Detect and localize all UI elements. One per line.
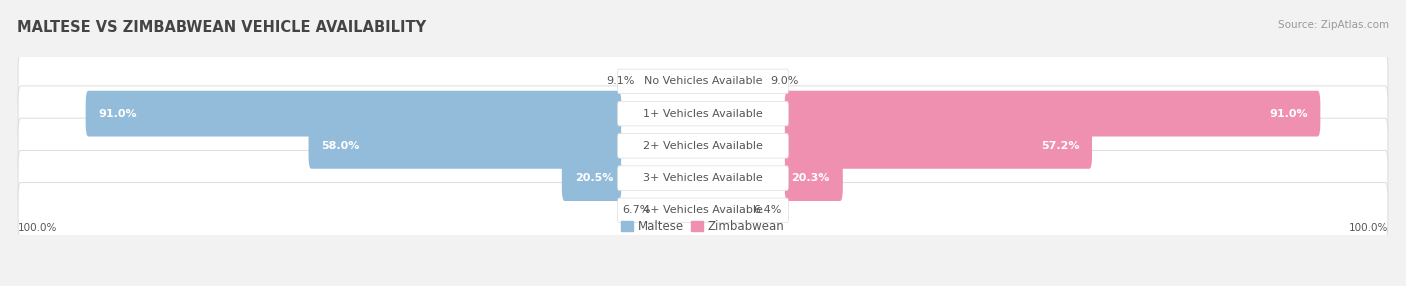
Text: 20.5%: 20.5% bbox=[575, 173, 613, 183]
Text: 91.0%: 91.0% bbox=[98, 109, 138, 119]
FancyBboxPatch shape bbox=[18, 183, 1388, 238]
Text: 2+ Vehicles Available: 2+ Vehicles Available bbox=[643, 141, 763, 151]
Text: 100.0%: 100.0% bbox=[17, 223, 56, 233]
FancyBboxPatch shape bbox=[617, 69, 789, 94]
Text: 20.3%: 20.3% bbox=[792, 173, 830, 183]
Text: 6.4%: 6.4% bbox=[754, 205, 782, 215]
FancyBboxPatch shape bbox=[308, 123, 621, 169]
FancyBboxPatch shape bbox=[18, 118, 1388, 174]
Text: 6.7%: 6.7% bbox=[623, 205, 651, 215]
FancyBboxPatch shape bbox=[617, 134, 789, 158]
FancyBboxPatch shape bbox=[86, 91, 621, 136]
FancyBboxPatch shape bbox=[617, 198, 789, 223]
Text: 57.2%: 57.2% bbox=[1040, 141, 1080, 151]
Text: 1+ Vehicles Available: 1+ Vehicles Available bbox=[643, 109, 763, 119]
FancyBboxPatch shape bbox=[18, 54, 1388, 109]
FancyBboxPatch shape bbox=[617, 101, 789, 126]
Text: 100.0%: 100.0% bbox=[1350, 223, 1389, 233]
Text: 9.0%: 9.0% bbox=[770, 76, 799, 86]
Text: 4+ Vehicles Available: 4+ Vehicles Available bbox=[643, 205, 763, 215]
FancyBboxPatch shape bbox=[18, 86, 1388, 141]
Text: MALTESE VS ZIMBABWEAN VEHICLE AVAILABILITY: MALTESE VS ZIMBABWEAN VEHICLE AVAILABILI… bbox=[17, 20, 426, 35]
Legend: Maltese, Zimbabwean: Maltese, Zimbabwean bbox=[617, 215, 789, 237]
FancyBboxPatch shape bbox=[785, 91, 1320, 136]
FancyBboxPatch shape bbox=[18, 150, 1388, 206]
Text: 3+ Vehicles Available: 3+ Vehicles Available bbox=[643, 173, 763, 183]
FancyBboxPatch shape bbox=[562, 155, 621, 201]
Text: 9.1%: 9.1% bbox=[606, 76, 634, 86]
Text: 58.0%: 58.0% bbox=[322, 141, 360, 151]
Text: 91.0%: 91.0% bbox=[1268, 109, 1308, 119]
Text: No Vehicles Available: No Vehicles Available bbox=[644, 76, 762, 86]
FancyBboxPatch shape bbox=[617, 166, 789, 190]
FancyBboxPatch shape bbox=[785, 123, 1092, 169]
Text: Source: ZipAtlas.com: Source: ZipAtlas.com bbox=[1278, 20, 1389, 30]
FancyBboxPatch shape bbox=[785, 155, 842, 201]
